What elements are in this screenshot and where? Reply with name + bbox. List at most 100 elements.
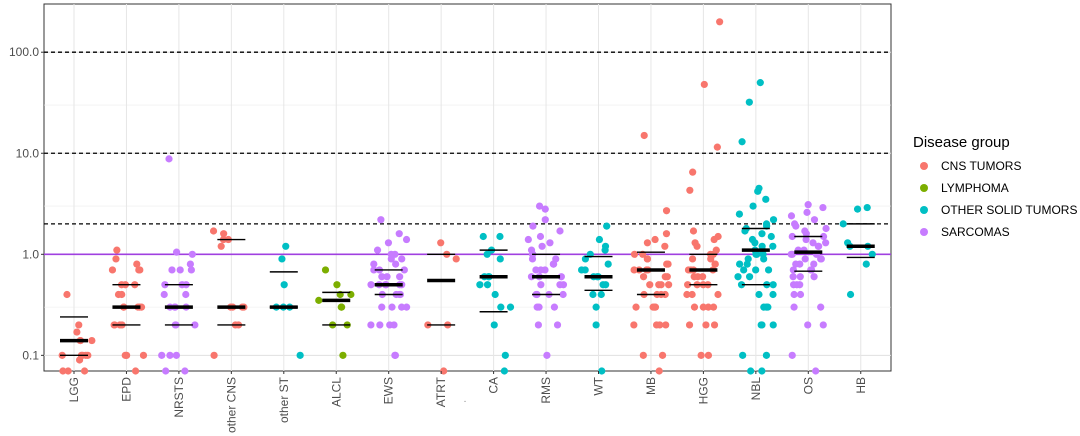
data-point	[639, 351, 647, 359]
data-point	[737, 281, 746, 289]
data-point	[479, 232, 487, 241]
data-point	[536, 232, 545, 241]
data-point	[496, 255, 504, 263]
data-point	[769, 290, 777, 299]
data-point	[790, 290, 798, 299]
legend-label: CNS TUMORS	[941, 159, 1021, 173]
data-point	[652, 321, 661, 329]
data-point	[367, 321, 375, 329]
data-point	[684, 266, 693, 274]
data-point	[769, 242, 777, 250]
data-point	[75, 321, 83, 329]
data-point	[665, 281, 673, 289]
x-tick-label: other CNS	[224, 377, 238, 433]
data-point	[760, 255, 768, 263]
data-point	[801, 255, 809, 263]
data-point	[769, 281, 777, 289]
data-point	[790, 303, 798, 311]
data-point	[437, 239, 445, 247]
data-point	[787, 250, 795, 258]
data-point	[377, 216, 385, 224]
data-point	[683, 290, 691, 299]
data-point	[524, 235, 532, 244]
data-point	[339, 351, 347, 359]
x-tick-label: RMS	[539, 377, 553, 404]
data-point	[400, 266, 408, 274]
data-point	[541, 205, 549, 213]
data-point	[709, 303, 718, 311]
data-point	[704, 303, 712, 311]
data-point	[846, 290, 855, 299]
data-point	[506, 303, 515, 311]
x-tick-label: WT	[592, 376, 606, 395]
data-point	[788, 232, 796, 241]
data-point	[788, 351, 796, 359]
data-point	[689, 227, 698, 235]
data-point	[734, 273, 742, 281]
data-point	[543, 351, 551, 359]
data-point	[497, 303, 505, 311]
data-point	[535, 303, 543, 311]
data-point	[662, 321, 670, 329]
x-tick-label: MB	[644, 377, 658, 395]
data-point	[804, 201, 812, 209]
data-point	[751, 239, 759, 247]
data-point	[863, 203, 871, 212]
data-point	[664, 260, 672, 268]
data-point	[165, 155, 173, 163]
data-point	[812, 367, 820, 375]
data-point	[135, 266, 143, 274]
data-point	[756, 79, 764, 87]
data-point	[209, 227, 218, 235]
data-point	[592, 321, 600, 329]
data-point	[658, 351, 667, 359]
data-point	[702, 321, 710, 329]
data-point	[810, 273, 818, 281]
data-point	[182, 290, 190, 299]
data-point	[559, 290, 567, 299]
x-tick-label: LGG	[67, 377, 81, 402]
data-point	[63, 290, 71, 299]
data-point	[663, 273, 671, 281]
data-point	[796, 290, 805, 299]
data-point	[168, 266, 176, 274]
data-point	[754, 187, 762, 195]
data-point	[639, 273, 648, 281]
data-point	[440, 367, 448, 375]
data-point	[139, 351, 148, 359]
data-point	[789, 273, 797, 281]
x-tick-label: EPD	[119, 377, 133, 402]
data-point	[384, 239, 393, 247]
data-point	[121, 351, 129, 359]
data-point	[403, 303, 411, 311]
data-point	[383, 273, 391, 281]
data-point	[388, 303, 396, 311]
data-point	[758, 367, 766, 375]
data-point	[646, 281, 654, 289]
data-point	[158, 351, 166, 359]
data-point	[690, 303, 699, 311]
data-point	[172, 248, 181, 256]
data-point	[643, 255, 651, 263]
data-point	[752, 250, 760, 258]
data-point	[630, 321, 638, 329]
stray-mark: .	[464, 394, 467, 405]
data-point	[398, 255, 406, 263]
data-point	[188, 250, 196, 258]
data-point	[534, 321, 542, 329]
data-point	[807, 266, 815, 274]
data-point	[557, 273, 565, 281]
data-point	[176, 266, 184, 274]
data-point	[630, 250, 639, 258]
data-point	[862, 260, 870, 268]
data-point	[793, 281, 801, 289]
data-point	[745, 273, 754, 281]
data-point	[396, 273, 404, 281]
legend-key	[920, 184, 928, 192]
data-point	[483, 281, 492, 289]
data-point	[118, 290, 126, 299]
x-tick-label: OS	[801, 377, 815, 394]
data-point	[762, 195, 770, 203]
reference-lines	[44, 51, 891, 256]
data-point	[113, 246, 121, 254]
